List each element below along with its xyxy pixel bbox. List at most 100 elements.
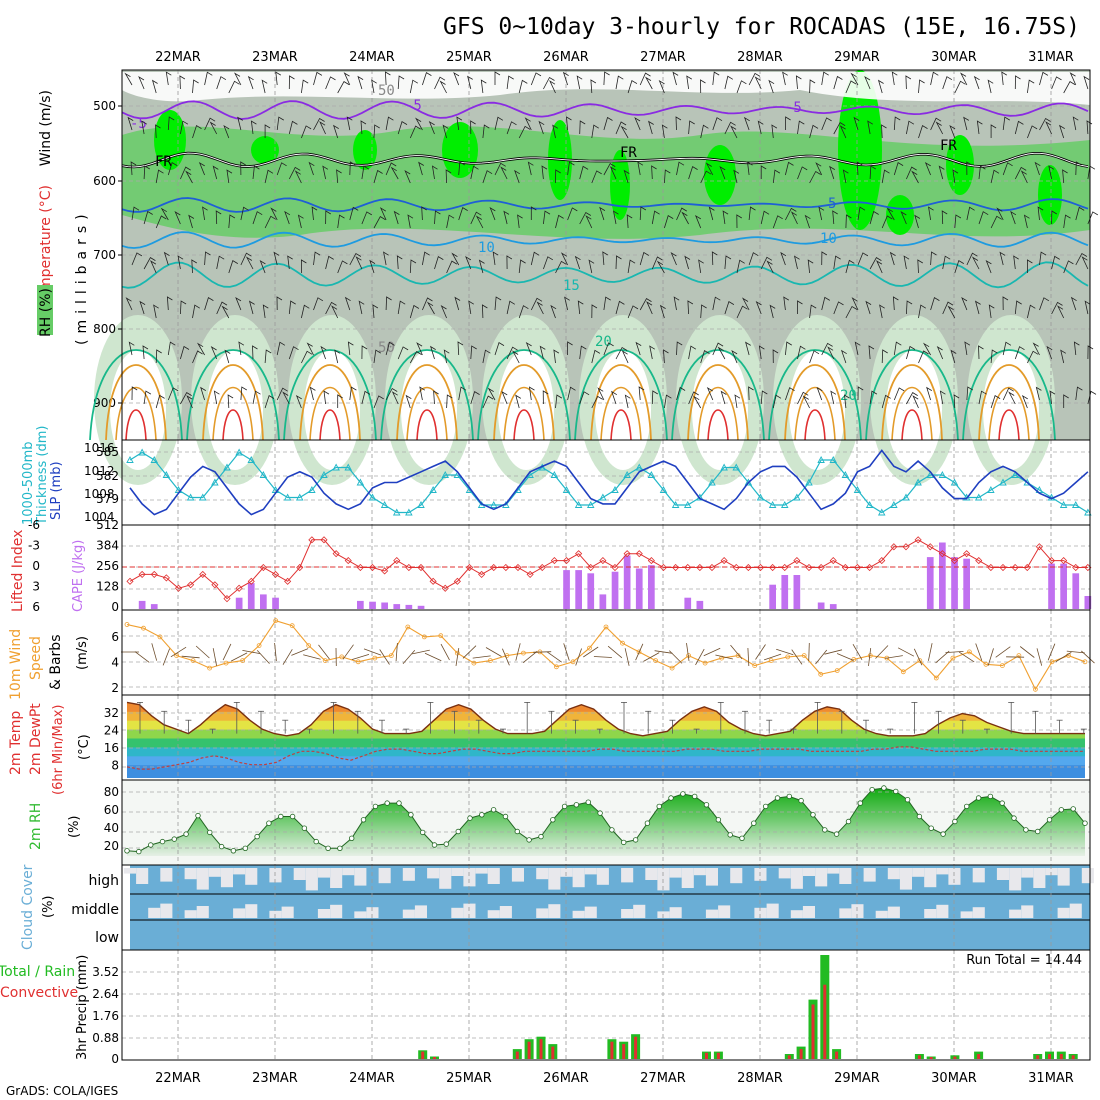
contour-plus30 [891,386,933,441]
wind-barb [930,71,939,86]
contour-label: 50 [378,340,395,356]
wind-barb [188,214,195,229]
thickness-point [223,463,231,471]
wind-barb [155,169,164,184]
lifted-index-point [538,563,546,572]
rh-saturated-patch [1038,165,1062,225]
contour-label: -5 [405,98,422,114]
wind-barb [615,121,627,135]
wind-barb [663,349,669,364]
wind-barb [782,71,788,86]
surface-wind-barb [440,643,450,661]
rh2m-tick-label: 60 [104,803,119,817]
precip-total-legend: Total / Rain [0,964,75,980]
wind-barb [391,391,399,405]
wind-barb [797,300,803,314]
surface-wind-barb [563,643,570,661]
middle-cloud-gap [414,905,427,918]
rh2m-units-label: (%) [67,816,82,839]
lifted-index-point [417,563,425,572]
wind-barb [869,165,877,180]
rh2m-point [561,803,568,810]
middle-cloud-gap [451,907,464,918]
middle-cloud-gap [184,910,197,918]
wind-barb [893,387,905,401]
high-cloud-gap [378,868,391,884]
wind-barb [470,345,477,360]
high-cloud-gap [233,868,246,875]
lifted-index-point [684,563,692,572]
wind-barb [264,169,274,184]
wind-barb [235,296,242,311]
lifted-index-point [453,577,461,585]
wind-barb [591,395,603,409]
high-cloud-gap [948,868,961,885]
lifted-index-point [587,563,595,572]
wind-barb [273,251,280,266]
wind-barb [736,80,747,94]
bottom-date-label: 22MAR [155,1071,201,1086]
cape-bar [781,575,789,609]
lifted-index-point [720,557,728,565]
thickness-point [756,493,765,501]
wind-barb [552,124,559,139]
rh2m-point [774,795,781,801]
thickness-point [126,456,134,463]
cape-bar [563,570,570,609]
wind-barb [560,252,568,266]
thickness-point [344,463,353,471]
contour-label: -5 [130,116,147,132]
contour-plus30 [503,386,545,441]
wind-barb [760,390,768,405]
wind-barb [259,259,266,274]
wind-barb [599,206,606,221]
lifted-index-point [138,570,146,578]
middle-cloud-gap [233,908,246,918]
cloud-axis-label: Cloud Cover [20,864,36,950]
wind-barb [470,120,476,135]
wind-barb [372,304,379,319]
wind-barb [833,122,846,135]
wind-barb [996,207,1004,221]
surface-wind-barb [462,645,477,659]
wind-barb [615,75,624,90]
wind-barb [434,210,441,225]
thickness-axis-label-top: 1000-500mb [21,441,36,525]
wind-barb [397,346,409,360]
wind-barb [1034,161,1041,176]
wind-speed-point [1000,663,1005,668]
wind-barb [192,350,203,364]
rh2m-point [325,845,331,851]
lifted-index-point [756,563,765,572]
thickness-point [138,448,146,456]
contour-plus20 [283,349,377,441]
precip-convective-bar [835,1051,839,1059]
lifted-index-point [647,557,655,565]
wind-barb [700,170,712,184]
wind-barb [639,72,651,86]
wind-barb [954,259,965,274]
wind-barb [851,297,859,311]
wind-barb [990,215,1003,229]
wind-speed-point [339,654,345,660]
pressure-axis-title: (millibars) [74,208,90,345]
high-cloud-gap [621,868,634,883]
thickness-point [987,486,995,493]
wind-barb [950,349,957,364]
pressure-level-label: 500 [93,99,116,113]
rh-axis-label: RH (%) [38,288,54,337]
pressure-level-label: 800 [93,322,116,336]
wind-barb [644,76,653,90]
wind-barb [458,386,467,401]
thickness-point [1023,478,1032,486]
wind-barb [864,76,871,90]
panel-frame-precip [121,949,1091,1061]
slp-tick-label: 1012 [84,464,115,478]
lifted-index-point [659,563,668,572]
surface-wind-barb [755,644,766,660]
wind-barb [597,387,605,401]
wind-barb [361,165,370,180]
wind-barb [881,124,887,139]
wind-barb [1027,304,1036,319]
lifted-index-point [1072,563,1080,572]
